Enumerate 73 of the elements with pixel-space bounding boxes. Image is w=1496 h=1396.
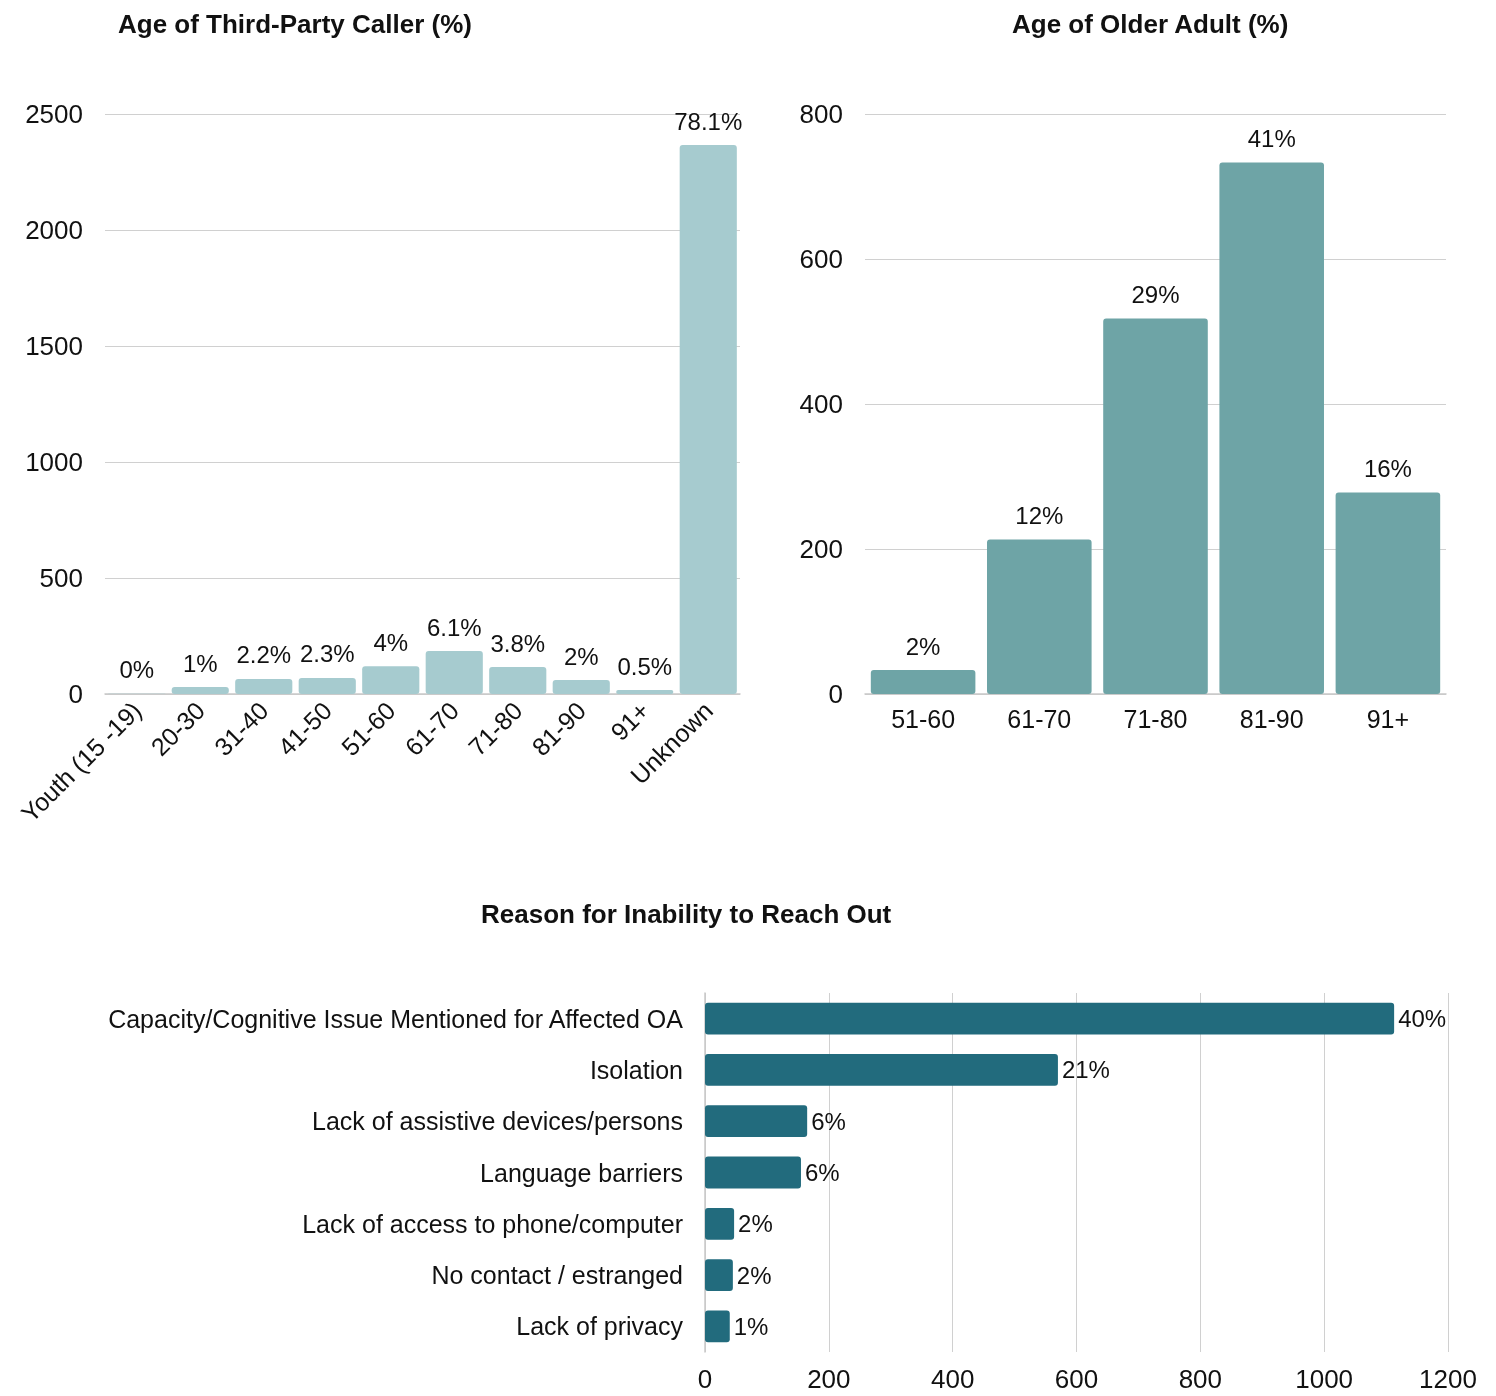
annotation: 12% bbox=[1015, 502, 1064, 530]
chart-title: Age of Third-Party Caller (%) bbox=[118, 9, 472, 39]
annotation: 2.3% bbox=[299, 640, 355, 668]
annotation: 78.1% bbox=[674, 107, 743, 135]
bar bbox=[552, 680, 610, 694]
y-tick-label: Capacity/Cognitive Issue Mentioned for Affected OA bbox=[108, 1004, 684, 1033]
y-tick-label: 200 bbox=[799, 534, 843, 564]
bar bbox=[870, 670, 976, 694]
annotation: 2% bbox=[905, 632, 941, 660]
chart-title: Age of Older Adult (%) bbox=[1012, 9, 1289, 39]
annotation: 1% bbox=[182, 649, 218, 677]
annotation: 6% bbox=[811, 1107, 846, 1135]
bar bbox=[705, 1002, 1395, 1035]
bar bbox=[705, 1207, 735, 1240]
annotation: 4% bbox=[373, 628, 409, 656]
bar bbox=[1335, 492, 1441, 694]
bar bbox=[362, 666, 420, 694]
annotation: 1% bbox=[733, 1312, 769, 1340]
annotation: 21% bbox=[1061, 1056, 1110, 1084]
annotation: 41% bbox=[1247, 125, 1296, 153]
x-tick-label: 61-70 bbox=[1007, 704, 1072, 733]
y-tick-label: Lack of assistive devices/persons bbox=[311, 1107, 683, 1136]
x-tick-label: 400 bbox=[930, 1364, 975, 1394]
y-tick-label: 2000 bbox=[25, 215, 83, 245]
annotation: 0.5% bbox=[617, 652, 673, 680]
y-tick-label: Isolation bbox=[589, 1055, 683, 1084]
x-tick-label: 51-60 bbox=[891, 704, 956, 733]
y-tick-label: Lack of privacy bbox=[516, 1312, 684, 1341]
annotation: 16% bbox=[1363, 454, 1412, 482]
y-tick-label: 2500 bbox=[25, 99, 83, 129]
bar bbox=[171, 687, 229, 694]
y-tick-label: No contact / estranged bbox=[431, 1261, 683, 1290]
annotation: 6% bbox=[804, 1159, 840, 1186]
annotation: 0% bbox=[119, 656, 155, 684]
y-tick-label: 1500 bbox=[25, 331, 83, 361]
bar bbox=[705, 1156, 801, 1189]
annotation: 2.2% bbox=[236, 641, 292, 669]
annotation: 29% bbox=[1131, 280, 1180, 308]
bar bbox=[489, 667, 547, 694]
x-tick-label: 91+ bbox=[1366, 704, 1410, 733]
y-tick-label: 400 bbox=[799, 389, 843, 419]
x-tick-label: 1000 bbox=[1295, 1364, 1354, 1394]
bar bbox=[705, 1310, 730, 1343]
y-tick-label: Language barriers bbox=[480, 1158, 683, 1187]
y-tick-label: Lack of access to phone/computer bbox=[302, 1209, 683, 1238]
annotation: 2% bbox=[563, 642, 599, 670]
x-tick-label: 800 bbox=[1178, 1364, 1223, 1394]
bar bbox=[705, 1259, 733, 1291]
x-tick-label: 1200 bbox=[1419, 1364, 1477, 1394]
annotation: 2% bbox=[738, 1210, 773, 1238]
annotation: 2% bbox=[736, 1261, 772, 1289]
chart-title: Reason for Inability to Reach Out bbox=[481, 899, 892, 929]
x-tick-label: 0 bbox=[697, 1364, 713, 1394]
bar bbox=[616, 690, 674, 694]
y-tick-label: 500 bbox=[39, 563, 83, 593]
x-tick-label: 600 bbox=[1054, 1364, 1099, 1394]
bar bbox=[705, 1105, 808, 1138]
bar bbox=[235, 678, 293, 694]
bar bbox=[705, 1054, 1058, 1086]
y-tick-label: 1000 bbox=[25, 447, 83, 477]
bar bbox=[1219, 162, 1324, 694]
bar bbox=[298, 677, 356, 694]
annotation: 3.8% bbox=[490, 629, 546, 657]
annotation: 6.1% bbox=[426, 613, 482, 641]
annotation: 40% bbox=[1398, 1005, 1447, 1033]
bar bbox=[679, 145, 737, 694]
x-tick-label: 71-80 bbox=[1123, 704, 1188, 733]
bar bbox=[987, 539, 1092, 694]
bar bbox=[425, 651, 483, 694]
x-tick-label: 81-90 bbox=[1239, 704, 1304, 733]
y-tick-label: 800 bbox=[799, 99, 843, 129]
y-tick-label: 600 bbox=[799, 244, 843, 274]
bar bbox=[1103, 318, 1208, 694]
